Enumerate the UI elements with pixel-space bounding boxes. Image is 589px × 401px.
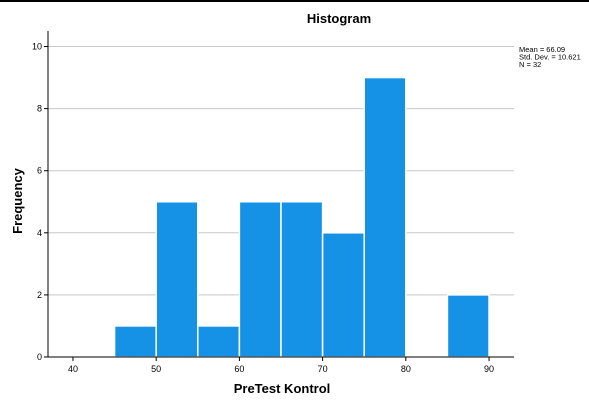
stat-line: Mean = 66.09: [519, 45, 565, 54]
x-tick-label: 70: [318, 364, 328, 374]
x-axis-label: PreTest Kontrol: [234, 381, 331, 396]
top-border: [0, 0, 589, 2]
chart-title: Histogram: [307, 11, 371, 26]
histogram-bar: [363, 76, 407, 358]
y-tick-label: 8: [37, 104, 42, 114]
histogram-bar: [446, 294, 490, 358]
y-tick-label: 6: [37, 166, 42, 176]
y-tick-label: 4: [37, 228, 42, 238]
x-tick-label: 90: [484, 364, 494, 374]
x-tick-label: 80: [401, 364, 411, 374]
gridlines: [48, 46, 514, 296]
histogram-bar: [113, 325, 157, 358]
stat-line: Std. Dev. = 10.621: [519, 53, 581, 62]
histogram-bar: [155, 201, 199, 358]
x-tick-label: 50: [151, 364, 161, 374]
stat-line: N = 32: [519, 60, 541, 69]
x-tick-label: 40: [68, 364, 78, 374]
axes: [47, 31, 514, 358]
tick-labels: 0 2 4 6 8 10 40 50 60 70 80 90: [32, 42, 494, 374]
x-tick-label: 60: [234, 364, 244, 374]
histogram-bar: [238, 201, 282, 358]
y-axis-label: Frequency: [10, 167, 25, 234]
y-tick-label: 0: [37, 352, 42, 362]
y-tick-label: 2: [37, 290, 42, 300]
histogram-bar: [321, 232, 365, 358]
histogram-bar: [280, 201, 324, 358]
histogram-bar: [197, 325, 241, 358]
bars: [113, 76, 490, 358]
y-tick-label: 10: [32, 42, 42, 52]
